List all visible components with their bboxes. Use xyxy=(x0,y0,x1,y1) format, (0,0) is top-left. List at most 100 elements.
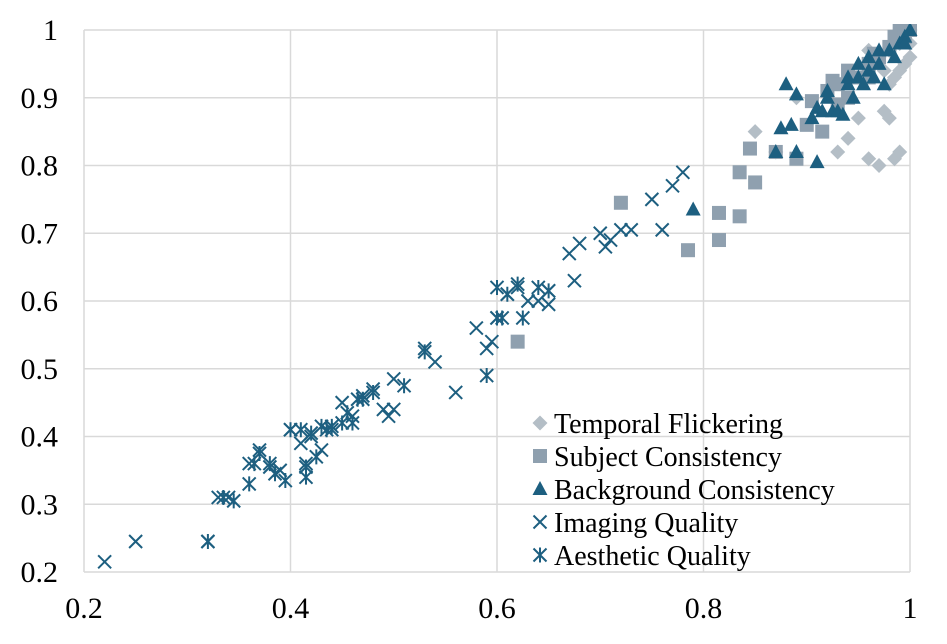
data-point xyxy=(881,110,897,126)
series-triangle xyxy=(685,24,918,216)
data-point xyxy=(871,42,887,57)
data-point xyxy=(814,103,830,118)
data-point xyxy=(840,69,856,84)
data-point xyxy=(830,77,845,92)
y-tick-label: 0.3 xyxy=(21,488,59,521)
data-point xyxy=(732,209,747,224)
data-point xyxy=(866,69,882,84)
data-point xyxy=(598,239,613,255)
data-point xyxy=(711,233,726,248)
data-point xyxy=(897,35,913,50)
legend-marker xyxy=(532,415,548,431)
data-point xyxy=(644,192,660,207)
data-point xyxy=(788,86,804,101)
x-tick-label: 0.8 xyxy=(685,592,723,625)
data-point xyxy=(902,24,918,36)
data-point xyxy=(835,106,851,121)
data-point xyxy=(681,243,696,258)
y-tick-label: 0.5 xyxy=(21,353,59,386)
y-tick-label: 0.7 xyxy=(21,217,59,250)
data-point xyxy=(541,283,556,299)
data-point xyxy=(469,320,484,336)
data-point xyxy=(355,391,370,407)
data-point xyxy=(479,341,494,356)
x-tick-label: 0.2 xyxy=(65,592,103,625)
y-axis-ticks: 0.2 0.3 0.4 0.5 0.6 0.7 0.8 0.9 1 xyxy=(21,14,59,589)
data-point xyxy=(128,534,143,549)
data-point xyxy=(804,110,820,125)
data-point xyxy=(809,154,825,169)
data-point xyxy=(510,334,525,349)
data-point xyxy=(417,344,432,360)
data-point xyxy=(871,158,887,173)
y-tick-label: 0.2 xyxy=(21,556,59,589)
legend-marker xyxy=(533,449,547,463)
data-point xyxy=(665,178,680,194)
data-point xyxy=(278,473,293,489)
data-point xyxy=(892,144,908,160)
data-point xyxy=(856,76,872,91)
data-point xyxy=(593,226,608,241)
data-point xyxy=(386,402,401,417)
data-point xyxy=(819,82,835,97)
data-point xyxy=(515,310,531,326)
data-point xyxy=(541,297,556,312)
data-point xyxy=(840,130,856,146)
data-point xyxy=(396,378,412,394)
legend-label: Imaging Quality xyxy=(554,508,738,539)
data-point xyxy=(484,334,500,349)
x-tick-label: 0.4 xyxy=(272,592,310,625)
y-tick-label: 0.4 xyxy=(21,421,59,454)
legend-label: Subject Consistency xyxy=(554,442,782,473)
y-tick-label: 1 xyxy=(43,14,58,47)
grid-lines xyxy=(83,29,911,573)
legend-label: Temporal Flickering xyxy=(554,409,783,440)
data-point xyxy=(887,49,903,64)
data-point xyxy=(768,143,784,158)
legend-marker xyxy=(532,481,548,495)
series-square xyxy=(510,24,917,349)
data-point xyxy=(783,116,799,131)
data-point xyxy=(572,236,587,251)
data-point xyxy=(675,165,691,180)
data-point xyxy=(489,279,505,295)
legend-marker xyxy=(532,547,548,563)
data-point xyxy=(902,49,918,65)
data-point xyxy=(479,368,494,384)
data-point xyxy=(283,422,298,438)
data-point xyxy=(303,425,319,441)
data-point xyxy=(788,143,804,158)
legend-marker xyxy=(532,514,548,530)
data-point xyxy=(267,466,283,482)
data-point xyxy=(376,402,391,417)
data-point xyxy=(567,273,582,288)
data-point xyxy=(711,205,726,220)
data-point xyxy=(748,175,763,190)
data-point xyxy=(520,293,536,309)
series-star xyxy=(200,276,556,550)
data-point xyxy=(324,418,340,434)
data-point xyxy=(732,165,747,180)
data-point xyxy=(510,276,525,292)
data-point xyxy=(861,151,877,167)
data-point xyxy=(226,493,241,509)
data-point xyxy=(845,89,861,104)
data-point xyxy=(815,124,830,139)
legend-label: Background Consistency xyxy=(554,475,835,506)
data-point xyxy=(200,534,216,550)
data-point xyxy=(624,222,639,238)
data-point xyxy=(861,49,877,64)
data-point xyxy=(876,76,892,91)
y-tick-label: 0.8 xyxy=(21,150,59,183)
data-point xyxy=(742,141,757,156)
data-point xyxy=(97,554,112,570)
data-point xyxy=(747,124,763,140)
x-axis-ticks: 0.2 0.4 0.6 0.8 1 xyxy=(65,592,917,625)
data-point xyxy=(293,422,309,438)
data-point xyxy=(345,415,360,431)
y-tick-label: 0.6 xyxy=(21,285,59,318)
data-point xyxy=(365,384,381,400)
data-point xyxy=(216,489,231,505)
